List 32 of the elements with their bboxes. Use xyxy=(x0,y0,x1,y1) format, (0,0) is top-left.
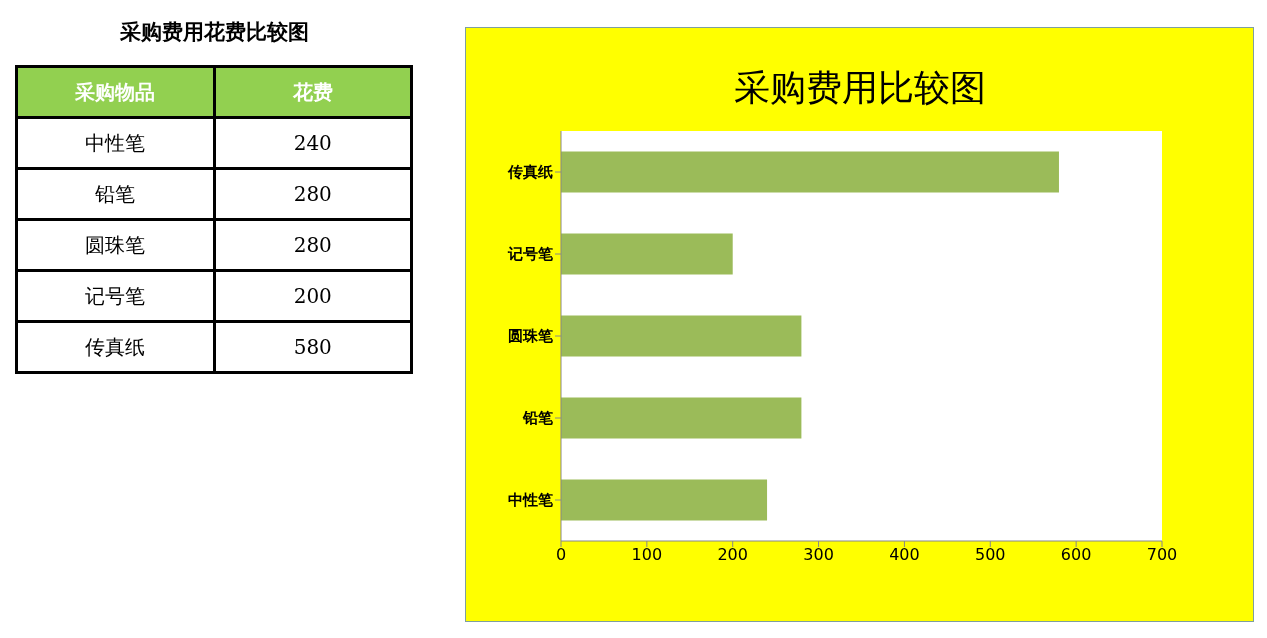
data-label: 280 xyxy=(214,168,412,220)
category-label: 圆珠笔 xyxy=(16,219,214,271)
data-label: 280 xyxy=(214,219,412,271)
bar xyxy=(561,233,733,275)
text: 采购费用花费比较图 xyxy=(118,19,310,46)
x-tick-label: 600 xyxy=(1060,545,1092,565)
data-label: 240 xyxy=(214,117,412,169)
chart-title: 采购费用比较图 xyxy=(732,66,987,110)
x-tick-label: 300 xyxy=(803,545,834,565)
data-label: 200 xyxy=(214,270,412,322)
y-tick-label: 记号笔 xyxy=(507,245,554,264)
bar xyxy=(561,315,802,357)
x-tick-label: 200 xyxy=(717,545,748,565)
category-label: 铅笔 xyxy=(16,168,214,220)
x-tick-label: 0 xyxy=(555,545,567,565)
bar xyxy=(561,397,802,439)
text: 花费 xyxy=(214,66,412,118)
y-tick-label: 铅笔 xyxy=(522,409,554,428)
bar xyxy=(561,479,768,521)
x-tick-label: 400 xyxy=(889,545,920,565)
category-label: 传真纸 xyxy=(16,321,214,373)
x-tick-label: 700 xyxy=(1146,545,1178,565)
category-label: 记号笔 xyxy=(16,270,214,322)
text: 采购物品 xyxy=(16,66,214,118)
bar xyxy=(561,151,1059,193)
y-tick-label: 圆珠笔 xyxy=(508,327,554,346)
y-tick-label: 中性笔 xyxy=(508,491,554,510)
category-label: 中性笔 xyxy=(16,117,214,169)
data-label: 580 xyxy=(214,321,412,373)
y-tick-label: 传真纸 xyxy=(507,163,553,182)
x-tick-label: 100 xyxy=(631,545,663,565)
x-tick-label: 500 xyxy=(975,545,1006,565)
